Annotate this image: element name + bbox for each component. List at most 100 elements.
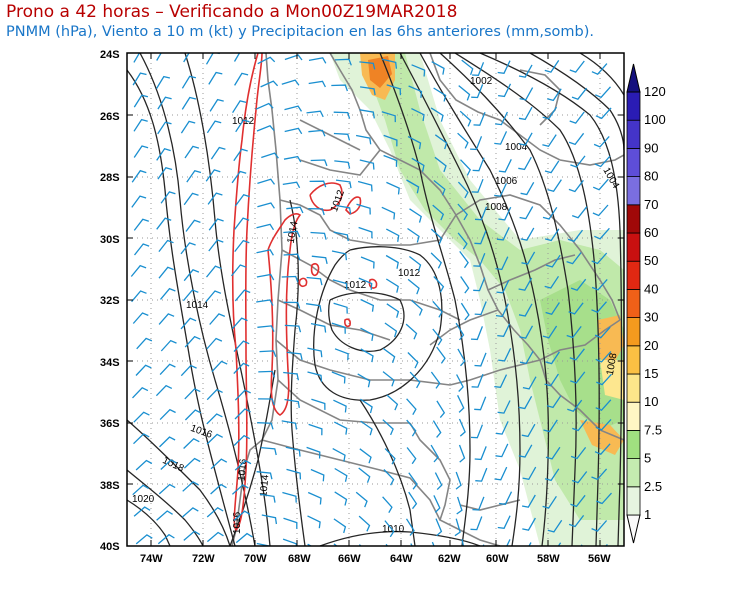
wind-barb (458, 85, 471, 101)
wind-barb (382, 496, 393, 514)
wind-barb (591, 301, 607, 313)
wind-barb (408, 472, 418, 490)
wind-barb (235, 119, 250, 133)
wind-barb (183, 53, 190, 63)
wind-barb (430, 252, 442, 269)
wind-barb (133, 94, 149, 108)
colorbar-label: 15 (644, 366, 658, 381)
colorbar-label: 70 (644, 197, 658, 212)
wind-barb (595, 86, 611, 99)
wind-barb (333, 399, 347, 413)
colorbar-swatch (626, 147, 641, 177)
wind-barb (210, 146, 226, 160)
wind-barb (355, 134, 372, 145)
colorbar-swatch (626, 288, 641, 318)
wind-barb (255, 102, 274, 110)
wind-barb (411, 299, 423, 316)
lat-label: 26S (100, 111, 120, 123)
wind-barb (591, 278, 608, 291)
wind-barb (407, 227, 420, 243)
wind-barb (520, 227, 535, 241)
wind-barb (459, 251, 469, 269)
wind-barb (359, 109, 375, 119)
wind-barb (135, 459, 153, 471)
wind-barb (569, 60, 585, 73)
wind-barb (567, 229, 584, 243)
wind-barb (409, 208, 422, 223)
wind-barb (470, 136, 483, 151)
wind-barb (231, 484, 249, 495)
wind-barb (593, 135, 610, 148)
wind-barb (495, 421, 509, 435)
wind-barb (360, 86, 376, 96)
wind-barb (360, 420, 373, 436)
wind-barb (498, 83, 512, 98)
wind-barb (257, 422, 274, 430)
wind-barb (256, 249, 274, 256)
wind-barb (382, 347, 396, 364)
wind-barb (209, 313, 226, 325)
wind-barb (497, 515, 511, 530)
wind-barb (310, 322, 327, 333)
wind-barb (430, 107, 444, 122)
wind-barb (180, 120, 196, 134)
wind-barb (518, 156, 532, 171)
wind-barb (257, 178, 276, 185)
wind-barb (205, 169, 221, 182)
wind-barb (457, 232, 468, 250)
colorbar-label: 80 (644, 169, 658, 184)
wind-barb (357, 373, 371, 388)
wind-barb (331, 322, 346, 334)
wind-barb (494, 374, 508, 388)
wind-barb (545, 351, 560, 365)
lon-label: 58W (537, 553, 560, 565)
wind-barb (570, 278, 587, 291)
colorbar-swatch (626, 486, 641, 516)
wind-barb (360, 327, 374, 342)
wind-barb (183, 438, 200, 449)
wind-barb (547, 179, 562, 192)
wind-barb (334, 491, 348, 506)
wind-barb (572, 419, 588, 432)
wind-barb (385, 228, 400, 242)
wind-barb (235, 532, 253, 544)
isobar-label: 1014 (258, 474, 271, 498)
wind-barb (157, 166, 173, 180)
wind-barb (356, 203, 371, 215)
wind-barb (208, 71, 223, 85)
isobar-label: 1010 (382, 524, 405, 535)
isobars (127, 53, 624, 546)
wind-barb (335, 179, 352, 189)
wind-barb (595, 399, 612, 411)
wind-barb (359, 448, 372, 464)
lon-label: 66W (338, 553, 361, 565)
colorbar-swatch (626, 232, 641, 262)
colorbar-swatch (626, 373, 641, 403)
colorbar-swatch (626, 401, 641, 431)
wind-barb (332, 279, 348, 290)
wind-barb (544, 275, 560, 289)
wind-barb (284, 127, 303, 135)
wind-barb (546, 395, 562, 409)
wind-barb (233, 434, 251, 446)
wind-barb (570, 494, 586, 508)
wind-barb (259, 350, 277, 357)
wind-barb (334, 348, 349, 361)
wind-barb (160, 287, 176, 300)
wind-barb (474, 446, 487, 461)
wind-barb (497, 323, 511, 337)
lon-label: 64W (390, 553, 413, 565)
wind-barb (306, 446, 321, 459)
wind-barb (258, 370, 276, 378)
lon-label: 68W (288, 553, 311, 565)
colorbar-swatch (626, 458, 641, 488)
colorbar-swatch (626, 119, 641, 149)
wind-barb (284, 324, 302, 333)
wind-barb (567, 399, 583, 412)
wind-barb (592, 178, 609, 191)
wind-barb (132, 312, 149, 324)
wind-barb (571, 206, 588, 219)
wind-barb (160, 339, 177, 352)
wind-barb (458, 444, 466, 463)
wind-barb (461, 538, 465, 546)
